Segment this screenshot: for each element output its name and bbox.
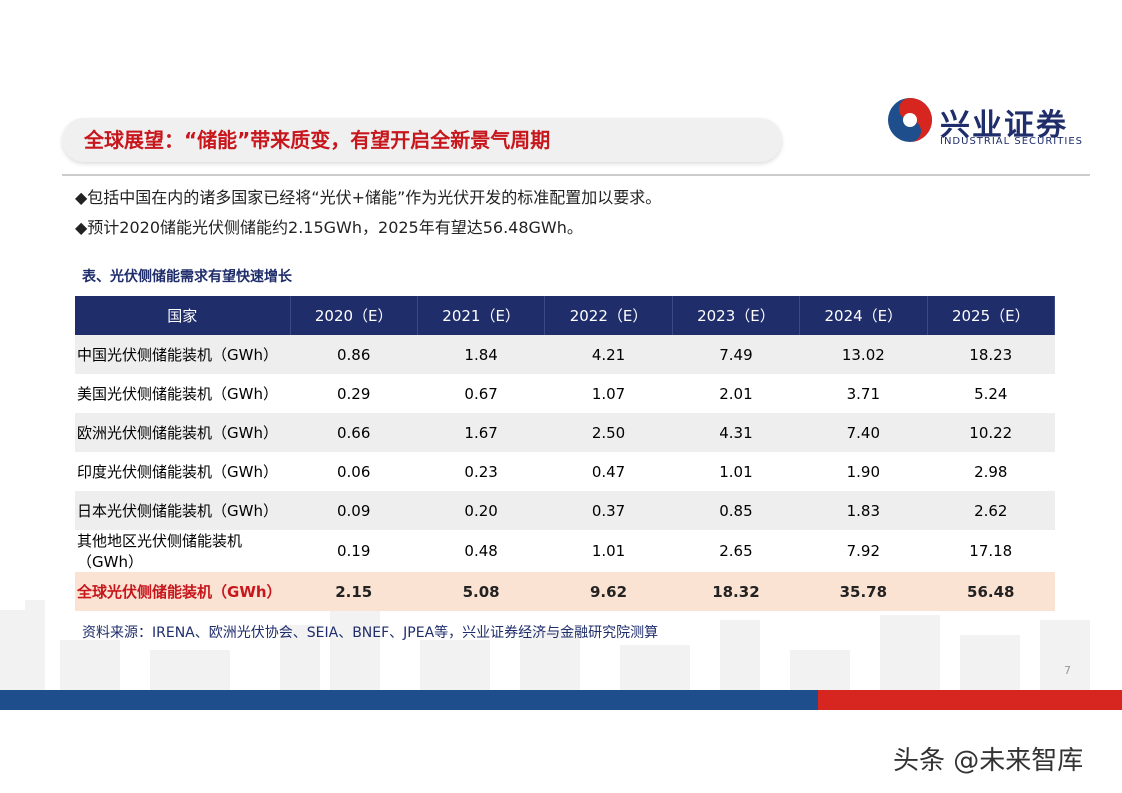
cell: 7.92 xyxy=(846,542,881,560)
skyline xyxy=(0,600,1090,690)
row-label: 其他地区光伏侧储能装机（GWh） xyxy=(77,532,243,571)
table-row: 其他地区光伏侧储能装机（GWh） 0.19 0.48 1.01 2.65 7.92 17.1… xyxy=(75,530,1055,572)
cell: 0.67 xyxy=(464,384,498,403)
table-row: 美国光伏侧储能装机（GWh） 0.29 0.67 1.07 2.01 3.71 5.24 xyxy=(75,374,1055,413)
cell: 2.01 xyxy=(719,384,753,403)
table: 国家 2020（E） 2021（E） 2022（E） 2023（E） 2024（E） 202… xyxy=(75,296,1056,611)
cell: 5.24 xyxy=(974,384,1008,403)
cell: 1.90 xyxy=(846,462,881,481)
cell: 1.67 xyxy=(417,413,545,452)
row-label: 印度光伏侧储能装机（GWh） xyxy=(77,463,278,481)
cell: 1.07 xyxy=(591,384,626,403)
logo-name: 兴业证券 xyxy=(940,108,1068,143)
column-header: 2021（E） xyxy=(417,296,546,335)
header-row: 国家 2020（E） 2021（E） 2022（E） 2023（E） 2024（E） 202… xyxy=(75,296,1056,335)
table-row: 全球光伏侧储能装机（GWh） 2.15 5.08 9.62 18.32 35.78 56.4… xyxy=(75,572,1055,611)
cell: 0.06 xyxy=(337,462,371,481)
cell: 0.20 xyxy=(417,491,545,530)
cell: 10.22 xyxy=(927,413,1055,452)
row-label: 美国光伏侧储能装机（GWh） xyxy=(77,385,278,403)
cell: 17.18 xyxy=(969,542,1013,560)
cell: 1.01 xyxy=(591,542,626,560)
footer-bar-red xyxy=(818,690,1122,710)
cell: 2.98 xyxy=(974,462,1008,481)
cell: 0.09 xyxy=(290,491,418,530)
cell: 4.21 xyxy=(544,335,673,374)
logo-subtitle: INDUSTRIAL SECURITIES xyxy=(940,136,1083,147)
cell: 7.49 xyxy=(672,335,800,374)
cell: 1.84 xyxy=(417,335,545,374)
column-header: 2020（E） xyxy=(290,296,418,335)
cell: 18.23 xyxy=(927,335,1055,374)
cell: 0.48 xyxy=(464,542,498,560)
table-caption: 表、光伏侧储能需求有望快速增长 xyxy=(82,269,292,285)
watermark: 头条 @未来智库 xyxy=(893,746,1084,776)
cell: 56.48 xyxy=(927,572,1055,611)
logo-icon xyxy=(888,98,932,142)
cell: 0.37 xyxy=(544,491,673,530)
row-label: 欧洲光伏侧储能装机（GWh） xyxy=(75,413,290,452)
cell: 13.02 xyxy=(799,335,928,374)
cell: 7.40 xyxy=(799,413,928,452)
page-number: 7 xyxy=(1064,664,1071,677)
cell: 3.71 xyxy=(846,384,881,403)
cell: 0.47 xyxy=(591,462,626,481)
cell: 0.66 xyxy=(290,413,418,452)
column-header: 2025（E） xyxy=(927,296,1056,335)
column-header: 2024（E） xyxy=(799,296,928,335)
source: 资料来源：IRENA、欧洲光伏协会、SEIA、BNEF、JPEA等，兴业证券经济… xyxy=(82,625,659,641)
table-row: 欧洲光伏侧储能装机（GWh） 0.66 1.67 2.50 4.31 7.40 10.22 xyxy=(75,413,1055,452)
cell: 2.50 xyxy=(544,413,673,452)
column-header: 国家 xyxy=(75,296,291,335)
footer-bar-blue xyxy=(0,690,818,710)
cell: 18.32 xyxy=(672,572,800,611)
cell: 0.86 xyxy=(290,335,418,374)
cell: 0.85 xyxy=(672,491,800,530)
cell: 0.19 xyxy=(337,542,371,560)
table-row: 印度光伏侧储能装机（GWh） 0.06 0.23 0.47 1.01 1.90 2.98 xyxy=(75,452,1055,491)
cell: 4.31 xyxy=(672,413,800,452)
cell: 2.65 xyxy=(719,542,753,560)
bullet: ◆包括中国在内的诸多国家已经将“光伏+储能”作为光伏开发的标准配置加以要求。 xyxy=(75,188,662,207)
table-row: 中国光伏侧储能装机（GWh） 0.86 1.84 4.21 7.49 13.02 18.23 xyxy=(75,335,1055,374)
row-label: 全球光伏侧储能装机（GWh） xyxy=(75,572,290,611)
cell: 5.08 xyxy=(417,572,545,611)
cell: 1.83 xyxy=(799,491,928,530)
cell: 0.23 xyxy=(464,462,498,481)
cell: 0.29 xyxy=(337,384,371,403)
cell: 2.15 xyxy=(290,572,418,611)
title: 全球展望：“储能”带来质变，有望开启全新景气周期 xyxy=(62,118,782,162)
cell: 9.62 xyxy=(544,572,673,611)
cell: 1.01 xyxy=(719,462,753,481)
cell: 2.62 xyxy=(927,491,1055,530)
row-label: 中国光伏侧储能装机（GWh） xyxy=(75,335,290,374)
column-header: 2022（E） xyxy=(544,296,673,335)
table-row: 日本光伏侧储能装机（GWh） 0.09 0.20 0.37 0.85 1.83 2.62 xyxy=(75,491,1055,530)
column-header: 2023（E） xyxy=(672,296,801,335)
row-label: 日本光伏侧储能装机（GWh） xyxy=(75,491,290,530)
bullet: ◆预计2020储能光伏侧储能约2.15GWh，2025年有望达56.48GWh。 xyxy=(75,218,583,237)
cell: 35.78 xyxy=(799,572,928,611)
